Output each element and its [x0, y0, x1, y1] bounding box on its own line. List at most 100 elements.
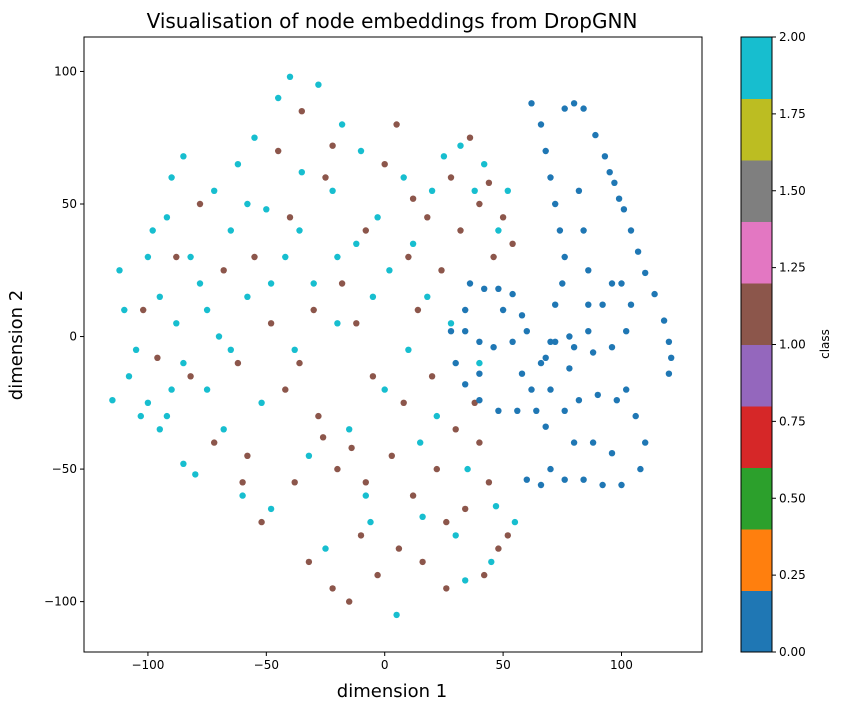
data-point — [504, 532, 511, 539]
data-point — [608, 280, 616, 287]
data-point — [665, 370, 673, 377]
data-point — [495, 227, 502, 234]
data-point — [580, 476, 587, 483]
data-point — [537, 359, 545, 367]
data-point — [490, 344, 497, 351]
data-point — [485, 479, 493, 486]
colorbar-band — [741, 37, 772, 99]
data-point — [282, 386, 289, 393]
data-point — [362, 492, 369, 499]
data-point — [298, 169, 305, 176]
x-tick-label: 100 — [610, 658, 633, 672]
data-point — [180, 460, 187, 467]
colorbar-band — [741, 590, 772, 653]
data-point — [310, 280, 317, 287]
data-point — [305, 452, 313, 459]
data-point — [267, 280, 275, 287]
colorbar-band — [741, 467, 772, 530]
colorbar-band — [741, 221, 772, 284]
data-point — [334, 320, 341, 327]
data-point — [585, 301, 592, 308]
data-point — [258, 518, 265, 526]
data-point — [542, 354, 549, 361]
data-point — [599, 481, 606, 489]
y-axis: −100 −50 0 50 100 — [44, 64, 84, 609]
colorbar-tick-label: 0.25 — [779, 568, 806, 582]
data-point — [298, 108, 305, 115]
data-point — [509, 240, 516, 247]
data-point — [561, 407, 568, 414]
data-point — [627, 227, 635, 234]
data-point — [542, 147, 549, 155]
data-point — [485, 179, 493, 186]
data-point — [561, 476, 568, 483]
data-point — [244, 200, 251, 208]
data-point — [334, 465, 341, 473]
data-point — [627, 301, 635, 308]
data-point — [457, 227, 464, 234]
x-tick-label: 0 — [381, 658, 389, 672]
data-point — [440, 153, 448, 160]
data-point — [346, 426, 353, 433]
data-point — [258, 399, 265, 406]
data-point — [490, 253, 497, 261]
data-point — [286, 73, 294, 81]
data-point — [613, 397, 620, 404]
data-point — [580, 105, 587, 112]
data-point — [196, 200, 204, 208]
data-point — [282, 253, 289, 261]
data-point — [381, 161, 388, 168]
data-point — [393, 121, 400, 128]
data-point — [357, 147, 365, 155]
data-point — [608, 344, 616, 351]
data-point — [452, 426, 459, 433]
data-point — [642, 269, 649, 277]
data-point — [393, 611, 400, 619]
data-point — [291, 346, 298, 353]
data-point — [156, 426, 163, 433]
data-point — [476, 439, 483, 446]
data-point — [234, 161, 242, 168]
data-point — [528, 100, 535, 107]
data-point — [481, 285, 488, 292]
x-tick-label: 50 — [495, 658, 510, 672]
data-point — [275, 147, 282, 155]
data-point — [452, 359, 459, 367]
y-tick-label: −50 — [52, 462, 77, 476]
data-point — [642, 439, 649, 446]
data-point — [156, 293, 163, 300]
data-point — [409, 195, 417, 202]
data-point — [244, 293, 251, 300]
data-point — [388, 452, 395, 459]
data-point — [542, 423, 549, 430]
data-point — [589, 349, 597, 356]
colorbar-tick-label: 0.50 — [779, 491, 806, 505]
plot-area — [83, 36, 703, 653]
data-point — [537, 121, 545, 128]
data-point — [163, 214, 171, 221]
data-point — [471, 187, 478, 194]
data-point — [495, 285, 502, 292]
x-tick-label: −50 — [254, 658, 279, 672]
data-point — [338, 280, 346, 287]
data-point — [509, 338, 516, 345]
data-point — [599, 301, 606, 308]
data-point — [433, 412, 440, 420]
colorbar-band — [741, 98, 772, 161]
data-point — [227, 227, 234, 234]
data-point — [180, 359, 187, 367]
x-axis: −100 −50 0 50 100 — [131, 652, 633, 672]
data-point — [476, 359, 483, 367]
data-point — [495, 545, 502, 552]
data-point — [267, 320, 275, 327]
data-point — [452, 532, 459, 539]
data-point — [109, 397, 116, 404]
data-point — [338, 121, 346, 128]
data-point — [462, 505, 469, 513]
data-point — [140, 306, 147, 314]
data-point — [173, 253, 180, 261]
data-point — [499, 306, 507, 314]
data-point — [611, 179, 618, 186]
data-point — [400, 399, 407, 406]
y-axis-label: dimension 2 — [6, 290, 27, 400]
